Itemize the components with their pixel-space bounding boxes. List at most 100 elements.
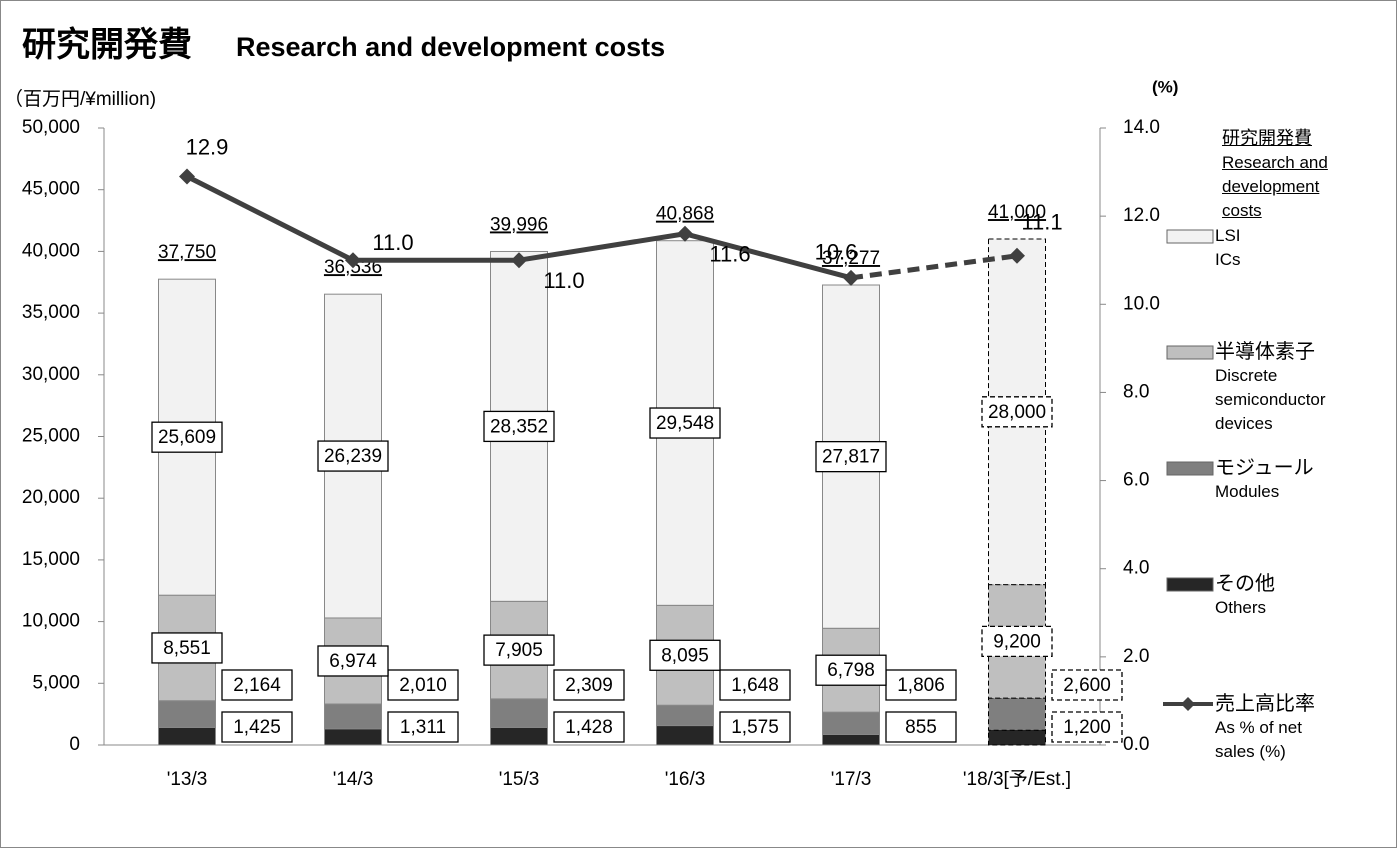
data-label: 1,575 bbox=[731, 717, 779, 738]
data-label-box bbox=[649, 407, 721, 439]
data-label-box bbox=[483, 410, 555, 443]
legend-entry: モジュール Modules bbox=[1215, 456, 1365, 504]
data-label-box bbox=[553, 711, 625, 743]
data-label-box bbox=[981, 625, 1053, 657]
line-marker bbox=[677, 225, 693, 242]
legend-name-en: As % of net sales (%) bbox=[1215, 718, 1302, 761]
bar-segment bbox=[988, 697, 1046, 731]
data-label-box bbox=[1051, 669, 1123, 701]
y-tick-label: 30,000 bbox=[22, 364, 80, 385]
bar-segment bbox=[490, 726, 548, 746]
data-label: 2,010 bbox=[399, 675, 447, 696]
legend-name: モジュール bbox=[1215, 457, 1314, 479]
bar-segment bbox=[822, 733, 880, 746]
total-label: 37,277 bbox=[822, 248, 880, 269]
legend-swatch bbox=[1166, 461, 1214, 476]
data-label-box bbox=[317, 645, 389, 677]
data-label-box bbox=[317, 440, 389, 472]
bar-segment bbox=[158, 700, 216, 728]
data-label: 855 bbox=[905, 717, 937, 738]
data-label: 6,974 bbox=[329, 651, 377, 672]
data-label: 7,905 bbox=[495, 640, 543, 661]
x-tick-label: '14/3 bbox=[333, 769, 374, 790]
data-label-box bbox=[387, 711, 459, 743]
chart-title: 研究開発費 bbox=[22, 26, 192, 64]
data-label-box bbox=[815, 440, 887, 473]
x-tick-label: '17/3 bbox=[831, 769, 872, 790]
data-label: 26,239 bbox=[324, 446, 382, 467]
line-segment bbox=[518, 231, 686, 263]
data-label-box bbox=[719, 711, 791, 743]
legend-name: 半導体素子 bbox=[1215, 341, 1315, 363]
legend-entry: LSI ICs bbox=[1215, 224, 1365, 272]
y2-tick-label: 12.0 bbox=[1123, 205, 1160, 226]
bar-segment bbox=[656, 725, 714, 746]
line-label: 11.0 bbox=[543, 268, 584, 293]
y2-tick-label: 8.0 bbox=[1123, 381, 1149, 402]
data-label: 8,095 bbox=[661, 645, 709, 666]
line-label: 11.0 bbox=[372, 230, 413, 255]
data-label-box bbox=[981, 396, 1053, 428]
y-tick-label: 5,000 bbox=[32, 672, 80, 693]
y2-tick-label: 10.0 bbox=[1123, 293, 1160, 314]
data-label: 2,309 bbox=[565, 675, 613, 696]
data-label-box bbox=[649, 639, 721, 671]
data-label: 6,798 bbox=[827, 660, 875, 681]
legend-title-en: Research and development costs bbox=[1222, 153, 1328, 220]
legend-name-en: Modules bbox=[1215, 482, 1280, 501]
y-tick-label: 20,000 bbox=[22, 487, 80, 508]
legend-name: 売上高比率 bbox=[1215, 693, 1315, 715]
bar-segment bbox=[656, 704, 714, 727]
total-label: 39,996 bbox=[490, 214, 548, 235]
data-label: 1,806 bbox=[897, 675, 945, 696]
y-tick-label: 25,000 bbox=[22, 426, 80, 447]
line-marker bbox=[1009, 247, 1025, 264]
data-label: 1,200 bbox=[1063, 717, 1111, 738]
line-segment bbox=[185, 174, 355, 263]
legend-title: 研究開発費 Research and development costs bbox=[1222, 126, 1362, 223]
data-label: 27,817 bbox=[822, 447, 880, 468]
y-tick-label: 50,000 bbox=[22, 117, 80, 138]
data-label-box bbox=[885, 711, 957, 743]
data-label-box bbox=[719, 669, 791, 701]
y2-tick-label: 4.0 bbox=[1123, 558, 1149, 579]
chart-subtitle: Research and development costs bbox=[236, 32, 665, 62]
bar-segment bbox=[324, 728, 382, 746]
line-marker bbox=[179, 168, 195, 185]
legend-marker bbox=[1181, 697, 1195, 711]
data-label-box bbox=[151, 421, 223, 453]
legend-name: その他 bbox=[1215, 573, 1275, 595]
legend-title-ja: 研究開発費 bbox=[1222, 128, 1312, 148]
legend-swatch bbox=[1166, 229, 1214, 244]
legend-entry: 売上高比率 As % of net sales (%) bbox=[1215, 692, 1365, 764]
line-marker bbox=[345, 252, 361, 269]
total-label: 37,750 bbox=[158, 242, 216, 263]
legend-name-en: ICs bbox=[1215, 250, 1241, 269]
data-label-box bbox=[885, 669, 957, 701]
data-label: 2,600 bbox=[1063, 675, 1111, 696]
data-label: 2,164 bbox=[233, 675, 281, 696]
data-label: 28,000 bbox=[988, 402, 1046, 423]
total-label: 41,000 bbox=[988, 202, 1046, 223]
legend-swatch bbox=[1166, 345, 1214, 360]
y2-tick-label: 14.0 bbox=[1123, 117, 1160, 138]
bar-segment bbox=[324, 703, 382, 730]
data-label: 1,648 bbox=[731, 675, 779, 696]
legend-name-en: Others bbox=[1215, 598, 1267, 617]
x-tick-label: '15/3 bbox=[499, 769, 540, 790]
data-label-box bbox=[1051, 711, 1123, 743]
y2-tick-label: 2.0 bbox=[1123, 646, 1149, 667]
data-label: 8,551 bbox=[163, 638, 211, 659]
y-axis-label: （百万円/¥million) bbox=[4, 88, 156, 110]
legend-name: LSI bbox=[1215, 226, 1241, 245]
total-label: 40,868 bbox=[656, 204, 714, 225]
y-tick-label: 10,000 bbox=[22, 611, 80, 632]
line-marker bbox=[843, 269, 859, 286]
data-label-box bbox=[815, 654, 887, 686]
data-label-box bbox=[151, 632, 223, 664]
y-tick-label: 15,000 bbox=[22, 549, 80, 570]
data-label-box bbox=[221, 669, 293, 701]
x-tick-label: '16/3 bbox=[665, 769, 706, 790]
bar-segment bbox=[158, 726, 216, 746]
line-marker bbox=[511, 252, 527, 269]
